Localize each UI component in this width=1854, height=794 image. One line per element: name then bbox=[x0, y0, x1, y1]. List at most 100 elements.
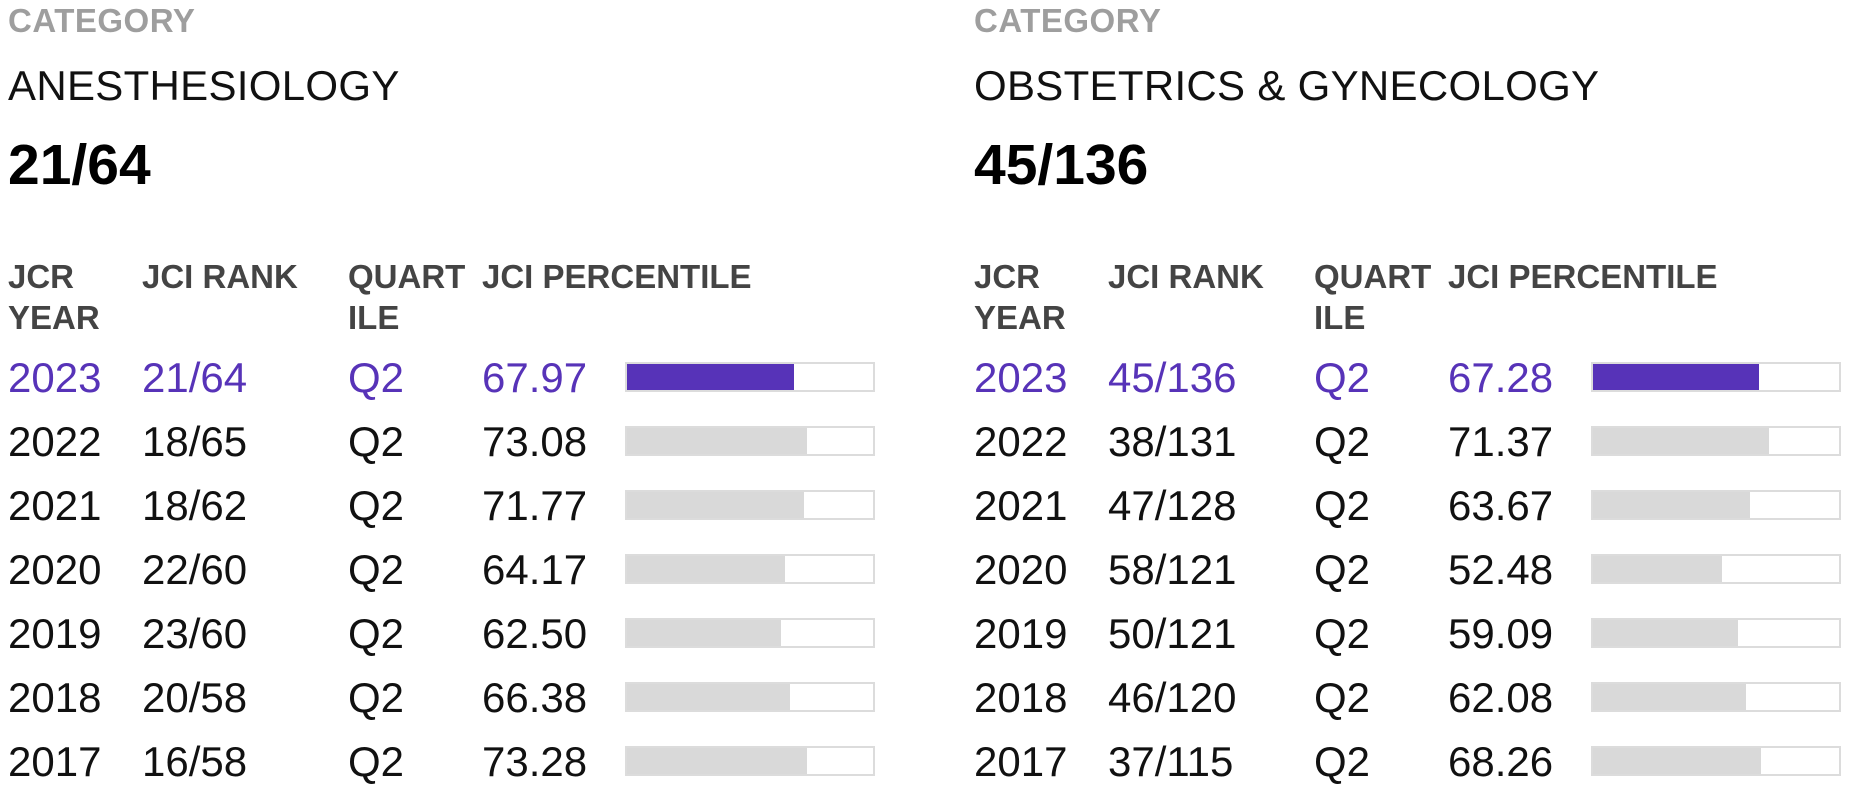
quartile-cell: Q2 bbox=[1314, 610, 1371, 657]
percentile-bar bbox=[1591, 746, 1841, 776]
percentile-bar-fill bbox=[1593, 492, 1750, 518]
quartile-cell: Q2 bbox=[348, 674, 405, 721]
year-cell: 2018 bbox=[8, 674, 102, 721]
year-cell: 2017 bbox=[974, 738, 1068, 785]
percentile-cell: 52.48 bbox=[1448, 546, 1554, 593]
quartile-cell: Q2 bbox=[348, 482, 405, 529]
year-cell: 2021 bbox=[8, 482, 102, 529]
category-name: OBSTETRICS & GYNECOLOGY bbox=[974, 62, 1600, 109]
rank-cell: 58/121 bbox=[1108, 546, 1237, 593]
category-label: CATEGORY bbox=[974, 2, 1162, 39]
percentile-cell: 64.17 bbox=[482, 546, 588, 593]
percentile-cell: 73.28 bbox=[482, 738, 588, 785]
percentile-cell: 68.26 bbox=[1448, 738, 1554, 785]
percentile-cell: 66.38 bbox=[482, 674, 588, 721]
percentile-bar bbox=[1591, 490, 1841, 520]
percentile-bar bbox=[625, 618, 875, 648]
rank-cell: 46/120 bbox=[1108, 674, 1237, 721]
percentile-bar bbox=[1591, 426, 1841, 456]
table-row: 2022 38/131 Q2 71.37 bbox=[974, 410, 1841, 474]
column-header-jci-rank: JCI RANK bbox=[1108, 258, 1264, 295]
table-row: 2018 20/58 Q2 66.38 bbox=[8, 666, 875, 730]
percentile-bar-fill bbox=[627, 492, 804, 518]
quartile-cell: Q2 bbox=[1314, 546, 1371, 593]
percentile-cell: 73.08 bbox=[482, 418, 588, 465]
percentile-cell: 67.97 bbox=[482, 354, 588, 401]
quartile-cell: Q2 bbox=[348, 610, 405, 657]
rank-cell: 45/136 bbox=[1108, 354, 1237, 401]
quartile-cell: Q2 bbox=[348, 738, 405, 785]
percentile-bar-fill bbox=[1593, 620, 1739, 646]
table-row: 2020 58/121 Q2 52.48 bbox=[974, 538, 1841, 602]
year-cell: 2017 bbox=[8, 738, 102, 785]
percentile-bar-fill bbox=[1593, 684, 1746, 710]
percentile-cell: 67.28 bbox=[1448, 354, 1554, 401]
percentile-bar bbox=[1591, 618, 1841, 648]
year-cell: 2019 bbox=[8, 610, 102, 657]
table-row: 2018 46/120 Q2 62.08 bbox=[974, 666, 1841, 730]
year-cell: 2018 bbox=[974, 674, 1068, 721]
category-label: CATEGORY bbox=[8, 2, 196, 39]
quartile-cell: Q2 bbox=[1314, 418, 1371, 465]
percentile-cell: 71.37 bbox=[1448, 418, 1554, 465]
year-cell: 2022 bbox=[8, 418, 102, 465]
column-header-jcr-year: JCR YEAR bbox=[974, 258, 1066, 336]
rank-cell: 50/121 bbox=[1108, 610, 1237, 657]
quartile-cell: Q2 bbox=[1314, 482, 1371, 529]
percentile-bar-fill bbox=[627, 556, 785, 582]
rank-cell: 18/65 bbox=[142, 418, 248, 465]
percentile-bar-fill bbox=[1593, 428, 1769, 454]
column-header-quartile: QUARTILE bbox=[1314, 258, 1432, 336]
percentile-cell: 59.09 bbox=[1448, 610, 1554, 657]
rank-cell: 47/128 bbox=[1108, 482, 1237, 529]
table-row: 2021 47/128 Q2 63.67 bbox=[974, 474, 1841, 538]
year-cell: 2023 bbox=[974, 354, 1068, 401]
table-row-current: 2023 45/136 Q2 67.28 bbox=[974, 346, 1841, 410]
percentile-cell: 63.67 bbox=[1448, 482, 1554, 529]
table-row: 2021 18/62 Q2 71.77 bbox=[8, 474, 875, 538]
category-panel-obstetrics-gynecology: CATEGORY OBSTETRICS & GYNECOLOGY 45/136 … bbox=[974, 0, 1841, 788]
quartile-cell: Q2 bbox=[1314, 674, 1371, 721]
quartile-cell: Q2 bbox=[348, 354, 405, 401]
table-row: 2019 23/60 Q2 62.50 bbox=[8, 602, 875, 666]
percentile-bar-fill bbox=[1593, 364, 1759, 390]
year-cell: 2021 bbox=[974, 482, 1068, 529]
percentile-bar-fill bbox=[1593, 748, 1761, 774]
percentile-bar bbox=[625, 490, 875, 520]
percentile-bar bbox=[625, 554, 875, 584]
year-cell: 2022 bbox=[974, 418, 1068, 465]
quartile-cell: Q2 bbox=[348, 418, 405, 465]
percentile-bar-fill bbox=[627, 684, 791, 710]
category-name: ANESTHESIOLOGY bbox=[8, 62, 400, 109]
quartile-cell: Q2 bbox=[348, 546, 405, 593]
rank-cell: 20/58 bbox=[142, 674, 248, 721]
percentile-cell: 71.77 bbox=[482, 482, 588, 529]
rank-cell: 18/62 bbox=[142, 482, 248, 529]
table-row-current: 2023 21/64 Q2 67.97 bbox=[8, 346, 875, 410]
percentile-cell: 62.08 bbox=[1448, 674, 1554, 721]
table-row: 2020 22/60 Q2 64.17 bbox=[8, 538, 875, 602]
percentile-bar-fill bbox=[627, 364, 795, 390]
category-rank: 45/136 bbox=[974, 133, 1149, 197]
percentile-bar bbox=[625, 746, 875, 776]
category-rank: 21/64 bbox=[8, 133, 151, 197]
percentile-bar-fill bbox=[627, 748, 808, 774]
column-header-jcr-year: JCR YEAR bbox=[8, 258, 100, 336]
percentile-bar bbox=[625, 362, 875, 392]
year-cell: 2020 bbox=[8, 546, 102, 593]
quartile-cell: Q2 bbox=[1314, 738, 1371, 785]
table-row: 2022 18/65 Q2 73.08 bbox=[8, 410, 875, 474]
rank-cell: 38/131 bbox=[1108, 418, 1237, 465]
column-header-jci-percentile: JCI PERCENTILE bbox=[1448, 258, 1718, 295]
percentile-bar bbox=[1591, 362, 1841, 392]
year-cell: 2023 bbox=[8, 354, 102, 401]
rank-cell: 37/115 bbox=[1108, 738, 1234, 785]
rank-cell: 16/58 bbox=[142, 738, 248, 785]
column-header-jci-rank: JCI RANK bbox=[142, 258, 298, 295]
percentile-bar-fill bbox=[627, 428, 807, 454]
rank-cell: 21/64 bbox=[142, 354, 248, 401]
year-cell: 2019 bbox=[974, 610, 1068, 657]
percentile-bar-fill bbox=[1593, 556, 1723, 582]
column-header-jci-percentile: JCI PERCENTILE bbox=[482, 258, 752, 295]
percentile-bar bbox=[625, 682, 875, 712]
